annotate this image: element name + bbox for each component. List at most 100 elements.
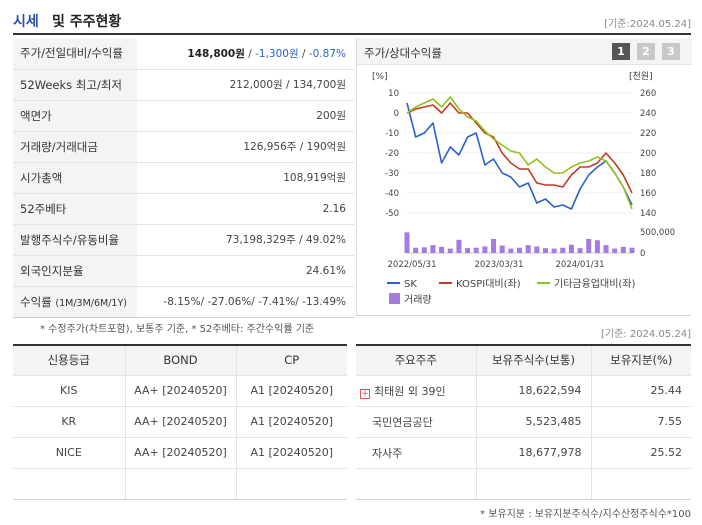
credit-rating-table: 신용등급 BOND CP KIS AA+ [20240520] A1 [2024… [13, 344, 347, 500]
table-row: + 최태원 외 39인 18,622,594 25.44 [356, 375, 691, 407]
shareholder-name: 자사주 [356, 437, 476, 469]
volume-bar [473, 247, 479, 253]
right-tick-label: 240 [640, 109, 656, 119]
section-title: 시세 [13, 14, 39, 30]
summary-value: 148,800원 / -1,300원 / -0.87% [137, 38, 354, 70]
summary-label: 52주베타 [13, 193, 137, 225]
volume-bar [447, 248, 453, 253]
separator: / [244, 47, 256, 60]
table-row: 자사주 18,677,978 25.52 [356, 437, 691, 469]
shareholder-name[interactable]: 최태원 외 39인 [374, 384, 446, 398]
right-tick-label: 260 [640, 89, 656, 99]
price-summary-table: 주가/전일대비/수익률 148,800원 / -1,300원 / -0.87% … [13, 38, 354, 318]
price-chart-panel: 주가/상대수익률 1 2 3 [%] [천원] 10 260 0 240 -10 220 -20… [356, 38, 692, 316]
volume-bar [568, 244, 574, 253]
summary-row: 52Weeks 최고/최저 212,000원 / 134,700원 [13, 69, 354, 101]
table-row [13, 468, 347, 500]
volume-bar [413, 247, 419, 253]
table-header-row: 신용등급 BOND CP [13, 345, 347, 376]
right-tick-label: 220 [640, 129, 656, 139]
shares-cell [475, 468, 591, 500]
stake-footnote: * 보유지분 : 보유지분주식수/지수산정주식수*100 [480, 509, 691, 520]
shares-cell: 18,677,978 [475, 437, 591, 469]
left-tick-label: -50 [385, 209, 399, 219]
volume-bar [551, 248, 557, 253]
agency-cell: NICE [13, 437, 125, 469]
summary-row: 52주베타 2.16 [13, 193, 354, 225]
summary-label: 발행주식수/유동비율 [13, 224, 137, 256]
legend-label: 거래량 [404, 294, 432, 306]
expand-icon[interactable]: + [360, 388, 370, 399]
summary-value: 212,000원 / 134,700원 [137, 69, 354, 101]
bond-rating-cell: AA+ [20240520] [124, 375, 236, 407]
legend-label: KOSPI대비(좌) [456, 278, 521, 290]
right-tick-label: 200 [640, 149, 656, 159]
volume-bar [586, 238, 592, 253]
bond-rating-cell [124, 468, 236, 500]
volume-tick-label: 0 [640, 249, 645, 259]
shareholder-name: 국민연금공단 [356, 406, 476, 438]
table-row: NICE AA+ [20240520] A1 [20240520] [13, 437, 347, 469]
right-axis-label: [천원] [629, 71, 653, 82]
section-header: 시세 및 주주현황 [기준:2024.05.24] [13, 9, 691, 35]
cp-rating-cell [235, 468, 347, 500]
column-header: BOND [124, 345, 236, 376]
x-tick-label: 2022/05/31 [388, 260, 437, 270]
table-header-row: 주요주주 보유주식수(보통) 보유지분(%) [356, 345, 691, 376]
volume-bar [594, 240, 600, 253]
volume-bar [421, 247, 427, 253]
column-header: 주요주주 [356, 345, 476, 376]
volume-bar [508, 248, 514, 253]
column-header: 보유주식수(보통) [475, 345, 591, 376]
summary-value: 108,919억원 [137, 162, 354, 194]
summary-value: 73,198,329주 / 49.02% [137, 224, 354, 256]
price-change-pct: -0.87% [308, 47, 346, 60]
summary-label: 수익률 (1M/3M/6M/1Y) [13, 286, 137, 318]
summary-label: 52Weeks 최고/최저 [13, 69, 137, 101]
section-subtitle: 및 주주현황 [52, 14, 122, 30]
right-tick-label: 140 [640, 209, 656, 219]
summary-row: 수익률 (1M/3M/6M/1Y) -8.15%/ -27.06%/ -7.41… [13, 286, 354, 318]
volume-bar [612, 248, 618, 253]
x-tick-label: 2024/01/31 [556, 260, 605, 270]
legend-label: SK [404, 279, 417, 290]
volume-bar [534, 246, 540, 253]
volume-bar [603, 245, 609, 253]
agency-cell: KR [13, 406, 125, 438]
stake-cell [590, 468, 691, 500]
volume-tick-label: 500,000 [640, 228, 675, 238]
summary-value: 200원 [137, 100, 354, 132]
volume-bar [517, 247, 522, 253]
volume-bar [491, 238, 497, 253]
summary-value: 2.16 [137, 193, 354, 225]
table-row: 국민연금공단 5,523,485 7.55 [356, 406, 691, 438]
table-row [356, 468, 691, 500]
shareholder-name-cell: + 최태원 외 39인 [356, 375, 476, 407]
left-tick-label: -40 [385, 189, 399, 199]
volume-bar [629, 247, 635, 253]
chart-page-2-button[interactable]: 2 [637, 43, 655, 60]
price-chart: [%] [천원] 10 260 0 240 -10 220 -20 200 -30 180 -40 160… [372, 71, 675, 306]
shareholders-table: 주요주주 보유주식수(보통) 보유지분(%) + 최태원 외 39인 18,622… [356, 344, 691, 500]
cp-rating-cell: A1 [20240520] [235, 437, 347, 469]
series-line [406, 102, 633, 210]
table-base-date: [기준: 2024.05.24] [600, 329, 691, 340]
volume-bar [499, 245, 505, 253]
summary-value: 126,956주 / 190억원 [137, 131, 354, 163]
left-axis-label: [%] [372, 72, 388, 82]
chart-header: 주가/상대수익률 1 2 3 [357, 38, 692, 65]
summary-label: 거래량/거래대금 [13, 131, 137, 163]
legend-swatch [389, 293, 400, 304]
summary-row: 거래량/거래대금 126,956주 / 190억원 [13, 131, 354, 163]
summary-row: 외국인지분율 24.61% [13, 255, 354, 287]
chart-page-1-button[interactable]: 1 [612, 43, 630, 60]
shares-cell: 18,622,594 [475, 375, 591, 407]
volume-bar [439, 246, 445, 253]
summary-value: 24.61% [137, 255, 354, 287]
summary-label: 외국인지분율 [13, 255, 137, 287]
volume-bar [404, 232, 410, 253]
volume-bar [465, 248, 471, 253]
column-header: 보유지분(%) [590, 345, 691, 376]
volume-bar [577, 248, 583, 253]
chart-page-3-button[interactable]: 3 [662, 43, 680, 60]
